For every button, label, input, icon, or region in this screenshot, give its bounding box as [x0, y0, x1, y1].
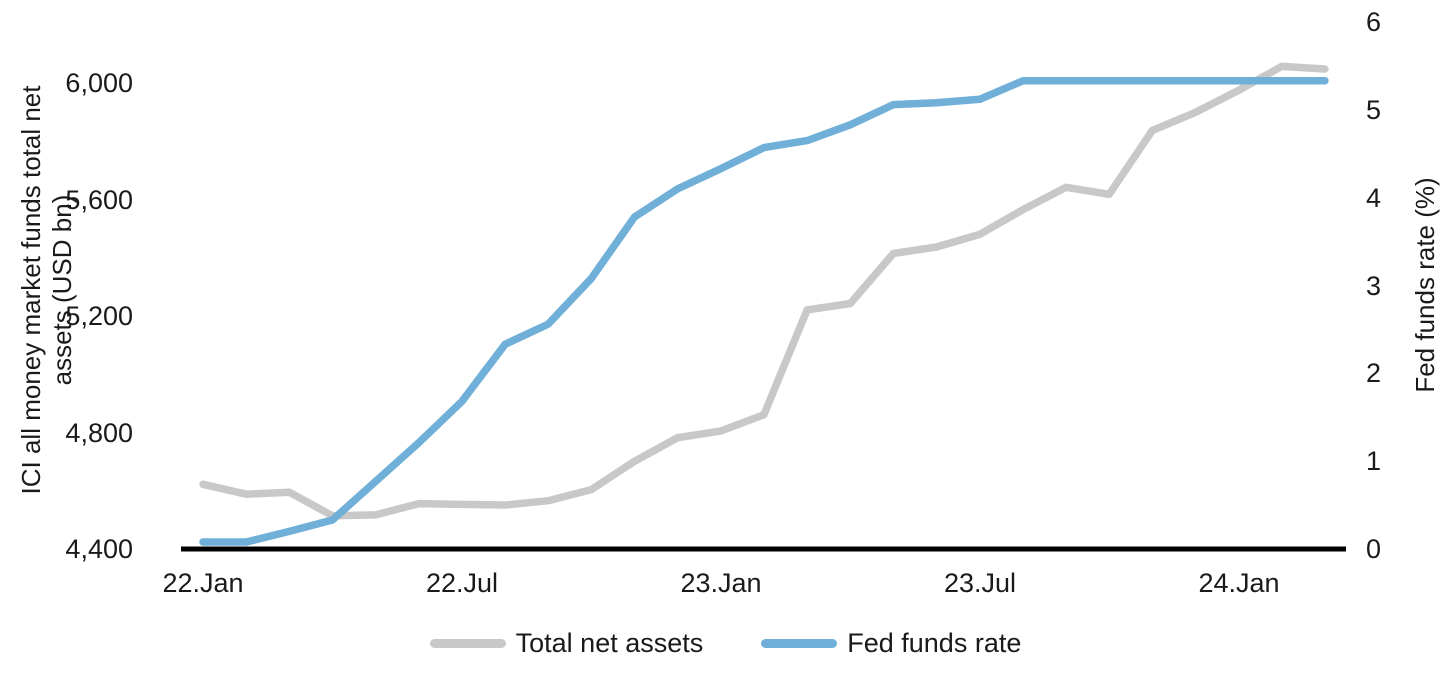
fed-funds-rate-line [199, 77, 1329, 546]
left-axis-tick-5600: 5,600 [65, 185, 133, 215]
total-net-assets-line [199, 62, 1329, 520]
x-axis-tick-22.Jan: 22.Jan [162, 568, 244, 598]
right-axis-tick-3: 3 [1366, 271, 1382, 301]
total-net-assets-swatch [429, 638, 506, 648]
x-axis-tick-23.Jan: 23.Jan [680, 568, 762, 598]
right-axis-tick-0: 0 [1366, 534, 1382, 564]
x-axis-tick-23.Jul: 23.Jul [943, 568, 1017, 598]
right-axis-tick-2: 2 [1366, 358, 1382, 388]
right-axis-title: Fed funds rate (%) [1410, 5, 1444, 565]
right-axis-tick-1: 1 [1366, 446, 1382, 476]
right-axis-title-text: Fed funds rate (%) [1410, 177, 1440, 393]
x-axis-tick-24.Jan: 24.Jan [1198, 568, 1280, 598]
total-net-assets-legend-label: Total net assets [515, 628, 704, 658]
left-axis-tick-4400: 4,400 [65, 534, 133, 564]
left-axis-tick-4800: 4,800 [65, 418, 133, 448]
right-axis-tick-5: 5 [1366, 95, 1382, 125]
right-axis-tick-6: 6 [1366, 7, 1382, 37]
legend-item-total-net-assets: Total net assets [429, 628, 704, 658]
right-axis-tick-4: 4 [1366, 183, 1382, 213]
left-axis-tick-6000: 6,000 [65, 68, 133, 98]
x-axis-tick-22.Jul: 22.Jul [425, 568, 499, 598]
left-axis-tick-5200: 5,200 [65, 301, 133, 331]
fed-funds-rate-legend-label: Fed funds rate [847, 628, 1022, 658]
legend: Total net assets Fed funds rate [0, 623, 1451, 663]
fed-funds-rate-swatch [761, 638, 838, 648]
legend-item-fed-funds-rate: Fed funds rate [761, 628, 1021, 658]
